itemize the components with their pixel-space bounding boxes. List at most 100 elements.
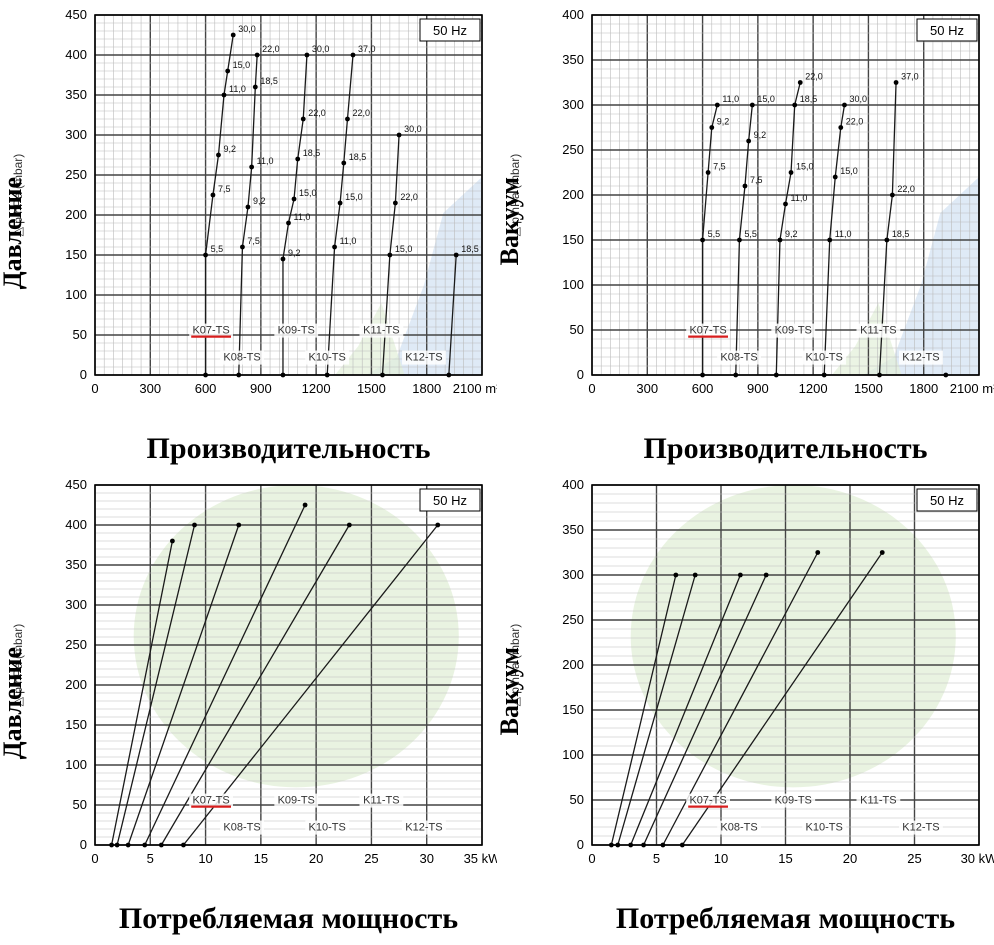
svg-text:250: 250 — [65, 637, 87, 652]
svg-text:15,0: 15,0 — [233, 60, 251, 70]
svg-text:50: 50 — [570, 322, 584, 337]
svg-text:11,0: 11,0 — [835, 229, 852, 239]
svg-text:15: 15 — [778, 851, 792, 866]
svg-text:10: 10 — [198, 851, 212, 866]
svg-text:15,0: 15,0 — [840, 166, 858, 176]
svg-text:50 Hz: 50 Hz — [433, 23, 467, 38]
svg-text:600: 600 — [195, 381, 217, 396]
svg-text:15,0: 15,0 — [796, 162, 814, 172]
svg-text:300: 300 — [562, 567, 584, 582]
chart-svg-pressure-power: 0501001502002503003504004500 5 10 15 20 25 30 3… — [0, 470, 497, 940]
svg-text:5,5: 5,5 — [744, 229, 757, 239]
svg-text:30,0: 30,0 — [312, 44, 330, 54]
svg-text:9,2: 9,2 — [717, 117, 730, 127]
svg-text:15,0: 15,0 — [345, 192, 363, 202]
svg-text:11,0: 11,0 — [340, 236, 357, 246]
svg-text:0: 0 — [80, 367, 87, 382]
model-label-K12-TS: K12-TS — [902, 822, 939, 834]
model-label-K10-TS: K10-TS — [309, 352, 346, 364]
svg-text:22,0: 22,0 — [308, 108, 326, 118]
x-axis-title: Производительность — [75, 432, 502, 466]
model-label-K07-TS: K07-TS — [192, 795, 229, 807]
model-label-K12-TS: K12-TS — [902, 352, 939, 364]
x-axis-title: Производительность — [572, 432, 994, 466]
model-label-K10-TS: K10-TS — [806, 352, 843, 364]
svg-text:250: 250 — [562, 612, 584, 627]
svg-text:18,5: 18,5 — [461, 244, 479, 254]
svg-text:2100 m³/h: 2100 m³/h — [950, 381, 994, 396]
svg-text:22,0: 22,0 — [352, 108, 370, 118]
svg-text:0: 0 — [588, 851, 595, 866]
svg-text:150: 150 — [65, 247, 87, 262]
svg-text:600: 600 — [692, 381, 714, 396]
svg-text:7,5: 7,5 — [750, 175, 763, 185]
shaded-region-green — [134, 485, 459, 787]
svg-text:18,5: 18,5 — [892, 229, 910, 239]
svg-text:400: 400 — [65, 47, 87, 62]
x-axis-title: Потребляемая мощность — [572, 902, 994, 936]
svg-text:150: 150 — [562, 702, 584, 717]
svg-text:50: 50 — [73, 797, 87, 812]
svg-text:10: 10 — [714, 851, 728, 866]
chart-svg-vacuum-flow: 0501001502002503003504000 300 600 900 1200 15… — [497, 0, 994, 470]
svg-text:100: 100 — [65, 287, 87, 302]
svg-text:2100 m³/h: 2100 m³/h — [453, 381, 497, 396]
svg-text:30,0: 30,0 — [404, 124, 422, 134]
svg-text:0: 0 — [91, 851, 98, 866]
x-axis-title: Потребляемая мощность — [75, 902, 502, 936]
svg-text:350: 350 — [65, 87, 87, 102]
svg-text:18,5: 18,5 — [260, 76, 278, 86]
svg-text:1800: 1800 — [909, 381, 938, 396]
svg-text:20: 20 — [309, 851, 323, 866]
model-label-K11-TS: K11-TS — [363, 325, 399, 337]
svg-text:22,0: 22,0 — [846, 117, 864, 127]
svg-text:9,2: 9,2 — [785, 229, 798, 239]
svg-text:11,0: 11,0 — [722, 94, 739, 104]
svg-text:350: 350 — [65, 557, 87, 572]
y-axis-title: Вакуум — [495, 177, 525, 265]
panel-pressure-flow: 0 50 100 150 200 250 300 350 400 450 0 300 600 900 120… — [0, 0, 497, 470]
svg-text:400: 400 — [65, 517, 87, 532]
chart-svg-pressure-flow: 0 50 100 150 200 250 300 350 400 450 0 300 600 900 120… — [0, 0, 497, 470]
svg-text:100: 100 — [562, 277, 584, 292]
svg-text:0: 0 — [588, 381, 595, 396]
svg-text:300: 300 — [65, 597, 87, 612]
svg-text:11,0: 11,0 — [791, 193, 808, 203]
svg-text:200: 200 — [562, 657, 584, 672]
model-label-K09-TS: K09-TS — [775, 795, 812, 807]
svg-text:300: 300 — [65, 127, 87, 142]
svg-text:50 Hz: 50 Hz — [930, 493, 964, 508]
svg-text:30 kW: 30 kW — [961, 851, 994, 866]
svg-text:100: 100 — [562, 747, 584, 762]
svg-text:30,0: 30,0 — [238, 24, 256, 34]
panel-pressure-power: 0 50 100 150 200 250 300 350 400 450 0 5 10 15 20 25 30 3… — [0, 470, 497, 940]
svg-text:400: 400 — [562, 7, 584, 22]
model-label-K08-TS: K08-TS — [720, 352, 757, 364]
svg-text:7,5: 7,5 — [218, 184, 231, 194]
svg-text:1200: 1200 — [799, 381, 828, 396]
chart-svg-vacuum-power: 0501001502002503003504000 5 10 15 20 25 30 kWK… — [497, 470, 994, 940]
svg-text:200: 200 — [65, 677, 87, 692]
svg-text:900: 900 — [250, 381, 272, 396]
svg-text:50: 50 — [73, 327, 87, 342]
svg-text:100: 100 — [65, 757, 87, 772]
svg-text:22,0: 22,0 — [897, 184, 915, 194]
svg-text:900: 900 — [747, 381, 769, 396]
model-label-K11-TS: K11-TS — [860, 795, 896, 807]
model-label-K10-TS: K10-TS — [309, 822, 346, 834]
svg-text:0: 0 — [577, 367, 584, 382]
model-label-K08-TS: K08-TS — [720, 822, 757, 834]
svg-text:7,5: 7,5 — [713, 162, 726, 172]
svg-text:35 kW: 35 kW — [464, 851, 497, 866]
svg-text:9,2: 9,2 — [223, 144, 236, 154]
svg-text:22,0: 22,0 — [262, 44, 280, 54]
svg-text:18,5: 18,5 — [303, 148, 321, 158]
y-axis-title: Вакуум — [495, 647, 525, 735]
svg-text:250: 250 — [562, 142, 584, 157]
svg-text:1800: 1800 — [412, 381, 441, 396]
svg-text:200: 200 — [562, 187, 584, 202]
model-label-K09-TS: K09-TS — [278, 325, 315, 337]
svg-text:300: 300 — [636, 381, 658, 396]
svg-text:18,5: 18,5 — [349, 152, 367, 162]
svg-text:15: 15 — [254, 851, 268, 866]
